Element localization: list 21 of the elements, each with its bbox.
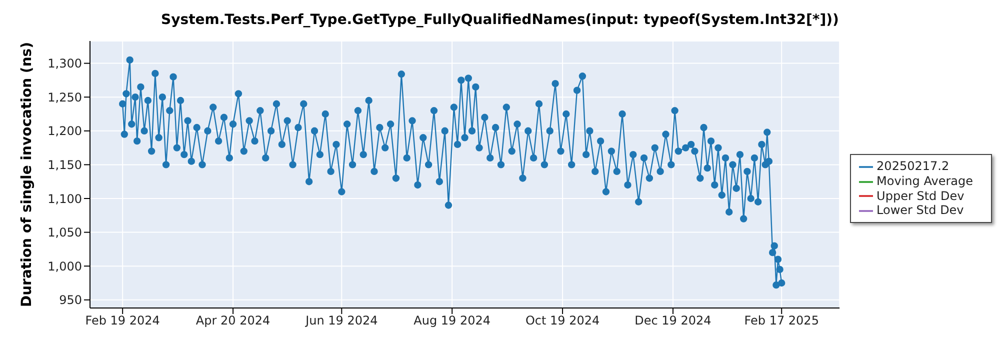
legend-label: Lower Std Dev: [876, 203, 964, 218]
legend-label: 20250217.2: [876, 159, 950, 174]
x-tick-label: Feb 17 2025: [744, 314, 819, 328]
x-tick-label: Dec 19 2024: [634, 314, 712, 328]
y-tick-label: 1,200: [48, 124, 82, 138]
y-tick-label: 1,250: [48, 90, 82, 104]
y-tick-label: 1,100: [48, 192, 82, 206]
chart-title: System.Tests.Perf_Type.GetType_FullyQualifiedNames(input: typeof(System.Int32[*])): [160, 11, 840, 30]
y-tick-label: 1,000: [48, 259, 82, 274]
x-tick-label: Jun 19 2024: [304, 314, 378, 328]
y-axis-title: Duration of single invocation (ns): [18, 42, 35, 308]
x-tick-label: Aug 19 2024: [414, 314, 491, 328]
legend-label: Upper Std Dev: [876, 188, 964, 202]
x-tick-label: Apr 20 2024: [196, 314, 270, 328]
x-tick-label: Oct 19 2024: [525, 314, 600, 328]
y-tick-label: 950: [59, 293, 82, 308]
x-tick-label: Feb 19 2024: [85, 314, 160, 328]
legend-label: Moving Average: [876, 174, 973, 188]
y-tick-label: 1,150: [48, 158, 82, 172]
y-tick-label: 1,050: [48, 226, 82, 240]
y-tick-label: 1,300: [48, 56, 82, 71]
